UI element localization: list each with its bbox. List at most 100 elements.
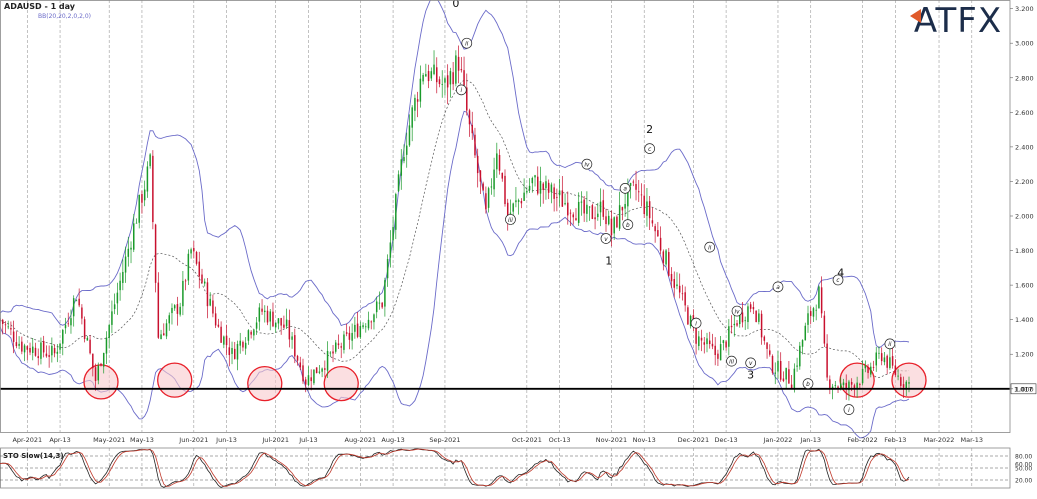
candle-body bbox=[755, 310, 757, 323]
wave-label-major: 0 bbox=[452, 0, 459, 10]
current-price-label: 1.017 bbox=[1014, 385, 1033, 393]
candle bbox=[498, 149, 501, 175]
candle bbox=[528, 178, 531, 193]
candle bbox=[310, 369, 312, 391]
candle-body bbox=[143, 189, 146, 201]
candle-body bbox=[638, 191, 640, 193]
candle-body bbox=[102, 352, 105, 367]
candle-body bbox=[165, 323, 168, 337]
candle-body bbox=[18, 343, 20, 346]
candle-body bbox=[21, 341, 23, 352]
candle bbox=[613, 216, 615, 240]
candle bbox=[537, 166, 539, 196]
candle bbox=[272, 302, 274, 328]
candle-body bbox=[405, 145, 408, 155]
candle bbox=[288, 309, 291, 348]
y-tick-label: 2.200 bbox=[1015, 178, 1034, 186]
x-tick-label: Dec-13 bbox=[715, 436, 738, 444]
candle-body bbox=[32, 346, 34, 353]
candle bbox=[872, 360, 875, 371]
candle-body bbox=[354, 324, 356, 332]
candle-body bbox=[856, 382, 858, 390]
candle bbox=[790, 374, 793, 389]
candle-body bbox=[122, 271, 124, 283]
candle bbox=[315, 367, 318, 374]
candle bbox=[116, 282, 119, 315]
candle-body bbox=[373, 314, 375, 323]
candle-body bbox=[474, 134, 476, 156]
candle bbox=[894, 359, 897, 377]
candle-body bbox=[678, 285, 681, 293]
candle-body bbox=[324, 368, 326, 370]
highlight-circle bbox=[323, 365, 359, 402]
candle-body bbox=[367, 319, 370, 329]
candle bbox=[23, 343, 26, 362]
candle bbox=[152, 150, 154, 230]
candle bbox=[367, 311, 370, 331]
candle-body bbox=[285, 319, 288, 327]
candle-body bbox=[880, 353, 883, 362]
candle bbox=[523, 178, 525, 202]
candle bbox=[182, 271, 184, 316]
candle-body bbox=[253, 330, 255, 336]
wave-label-text: ii bbox=[708, 245, 712, 251]
candle-body bbox=[351, 332, 353, 341]
candle bbox=[886, 354, 888, 375]
candle bbox=[752, 301, 755, 315]
candle bbox=[375, 296, 378, 319]
candle-body bbox=[89, 339, 91, 354]
candle-body bbox=[613, 217, 615, 234]
candle bbox=[564, 193, 566, 206]
candle bbox=[449, 67, 452, 98]
wave-label-minor: i bbox=[690, 317, 702, 329]
candle-body bbox=[779, 361, 782, 380]
x-tick-label: Feb-13 bbox=[884, 436, 906, 444]
candle bbox=[179, 302, 181, 317]
candle bbox=[313, 369, 315, 386]
wave-label-minor: i bbox=[843, 404, 855, 415]
candle-body bbox=[526, 191, 528, 193]
candle-body bbox=[425, 74, 427, 77]
candle bbox=[763, 335, 766, 345]
candle bbox=[583, 195, 585, 222]
candle-body bbox=[610, 218, 613, 236]
candle-body bbox=[594, 217, 596, 220]
y-tick-label: 1.200 bbox=[1015, 351, 1034, 359]
x-tick-label: Mar-13 bbox=[961, 436, 983, 444]
candle-body bbox=[182, 280, 184, 307]
candle-body bbox=[463, 70, 465, 86]
candle bbox=[859, 382, 861, 389]
candle-body bbox=[504, 175, 506, 205]
candle bbox=[646, 188, 648, 227]
candle bbox=[285, 308, 288, 330]
candle-body bbox=[733, 323, 736, 326]
candle-body bbox=[646, 201, 648, 216]
candle bbox=[509, 199, 512, 216]
candle-body bbox=[550, 184, 553, 193]
candle-body bbox=[627, 185, 629, 207]
candle bbox=[261, 299, 263, 315]
oscillator-tick-label: 50.00 bbox=[1015, 466, 1032, 473]
candle-body bbox=[239, 340, 241, 346]
wave-label-minor: a bbox=[619, 183, 631, 194]
y-tick-label: 3.200 bbox=[1015, 5, 1034, 13]
candle-body bbox=[490, 186, 493, 188]
candle-body bbox=[837, 386, 839, 388]
candle bbox=[643, 184, 645, 219]
candle bbox=[476, 148, 479, 188]
candle bbox=[266, 305, 269, 326]
candle bbox=[687, 305, 689, 325]
candle-body bbox=[97, 365, 100, 381]
wave-label-text: c bbox=[648, 147, 652, 153]
candle bbox=[676, 272, 678, 290]
x-tick-label: May-2021 bbox=[93, 436, 125, 444]
candle bbox=[250, 330, 252, 339]
candle-body bbox=[23, 345, 26, 353]
candle bbox=[356, 311, 359, 339]
candle bbox=[397, 170, 400, 193]
candle bbox=[728, 319, 730, 356]
candle-body bbox=[449, 71, 452, 85]
candle-body bbox=[618, 205, 621, 229]
candle bbox=[42, 335, 45, 358]
